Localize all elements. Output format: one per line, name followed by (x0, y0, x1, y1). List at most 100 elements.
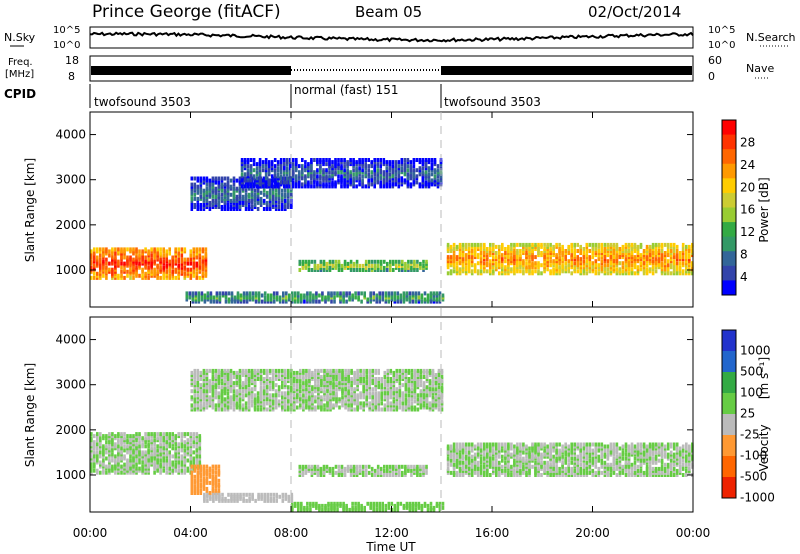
heatmap-cell (193, 176, 197, 181)
heatmap-cell (214, 373, 218, 377)
heatmap-cell (299, 399, 302, 404)
heatmap-cell (196, 184, 200, 189)
heatmap-cell (120, 470, 123, 475)
heatmap-cell (292, 162, 295, 167)
heatmap-cell (585, 259, 589, 264)
heatmap-cell (301, 164, 304, 169)
heatmap-cell (171, 275, 174, 280)
heatmap-cell (507, 244, 510, 249)
heatmap-cell (281, 385, 284, 390)
heatmap-cell (132, 442, 135, 447)
heatmap-cell (434, 395, 438, 400)
heatmap-cell (168, 468, 171, 473)
freq-label-2: [MHz] (5, 69, 34, 80)
heatmap-cell (367, 261, 371, 266)
heatmap-cell (340, 164, 343, 169)
heatmap-cell (138, 263, 141, 268)
heatmap-cell (244, 196, 248, 201)
heatmap-cell (446, 271, 450, 276)
nsearch-label: N.Search (746, 31, 796, 44)
heatmap-cell (174, 436, 177, 441)
heatmap-cell (235, 186, 239, 191)
heatmap-cell (609, 247, 613, 251)
heatmap-cell (153, 470, 156, 475)
heatmap-cell (293, 387, 296, 392)
heatmap-cell (600, 267, 604, 272)
heatmap-cell (226, 395, 230, 400)
heatmap-cell (193, 480, 197, 485)
heatmap-cell (579, 257, 582, 262)
heatmap-cell (307, 180, 310, 185)
heatmap-cell (102, 247, 105, 252)
heatmap-cell (162, 468, 165, 473)
heatmap-cell (630, 267, 634, 272)
heatmap-cell (672, 267, 676, 272)
heatmap-cell (96, 446, 99, 451)
heatmap-cell (537, 269, 540, 274)
heatmap-cell (389, 368, 393, 373)
heatmap-cell (510, 255, 513, 260)
heatmap-cell (501, 263, 504, 268)
heatmap-cell (576, 242, 579, 247)
heatmap-cell (232, 190, 236, 195)
heatmap-cell (489, 253, 492, 258)
heatmap-cell (105, 440, 108, 445)
heatmap-cell (310, 259, 314, 264)
heatmap-cell (245, 291, 249, 296)
heatmap-cell (340, 464, 344, 469)
heatmap-cell (317, 379, 320, 384)
heatmap-cell (389, 261, 392, 266)
heatmap-cell (431, 379, 435, 384)
heatmap-cell (331, 259, 335, 264)
heatmap-cell (322, 178, 325, 183)
heatmap-cell (507, 253, 510, 258)
heatmap-cell (261, 168, 265, 173)
heatmap-cell (412, 158, 416, 162)
heatmap-cell (334, 170, 337, 175)
heatmap-cell (141, 468, 144, 473)
heatmap-cell (277, 190, 281, 195)
heatmap-cell (183, 257, 187, 262)
heatmap-cell (334, 172, 337, 177)
heatmap-cell (359, 401, 362, 406)
heatmap-cell (504, 265, 507, 270)
heatmap-cell (223, 391, 227, 396)
heatmap-cell (229, 192, 233, 197)
heatmap-cell (534, 247, 537, 251)
heatmap-cell (433, 168, 437, 173)
heatmap-cell (304, 178, 307, 183)
heatmap-cell (270, 174, 274, 179)
heatmap-cell (591, 247, 595, 251)
heatmap-cell (492, 255, 495, 260)
heatmap-cell (192, 269, 196, 274)
heatmap-cell (220, 176, 224, 181)
heatmap-cell (588, 249, 592, 253)
heatmap-cell (440, 375, 444, 379)
heatmap-cell (217, 464, 221, 469)
heatmap-cell (349, 259, 353, 264)
heatmap-cell (354, 291, 357, 296)
heatmap-cell (382, 170, 386, 175)
heatmap-cell (159, 275, 162, 280)
heatmap-cell (302, 381, 305, 386)
heatmap-cell (261, 164, 265, 169)
heatmap-cell (250, 387, 254, 392)
heatmap-cell (199, 385, 203, 390)
heatmap-cell (268, 379, 272, 384)
heatmap-cell (370, 259, 374, 264)
heatmap-cell (431, 395, 435, 400)
heatmap-cell (199, 207, 203, 211)
heatmap-cell (407, 403, 411, 408)
heatmap-cell (230, 299, 234, 304)
heatmap-cell (190, 184, 194, 189)
heatmap-cell (232, 196, 236, 201)
heatmap-cell (150, 456, 153, 461)
heatmap-cell (410, 401, 414, 406)
heatmap-cell (132, 247, 135, 252)
heatmap-cell (159, 462, 162, 467)
heatmap-cell (397, 164, 401, 169)
heatmap-cell (407, 379, 411, 384)
heatmap-cell (302, 399, 305, 404)
heatmap-cell (332, 403, 335, 408)
